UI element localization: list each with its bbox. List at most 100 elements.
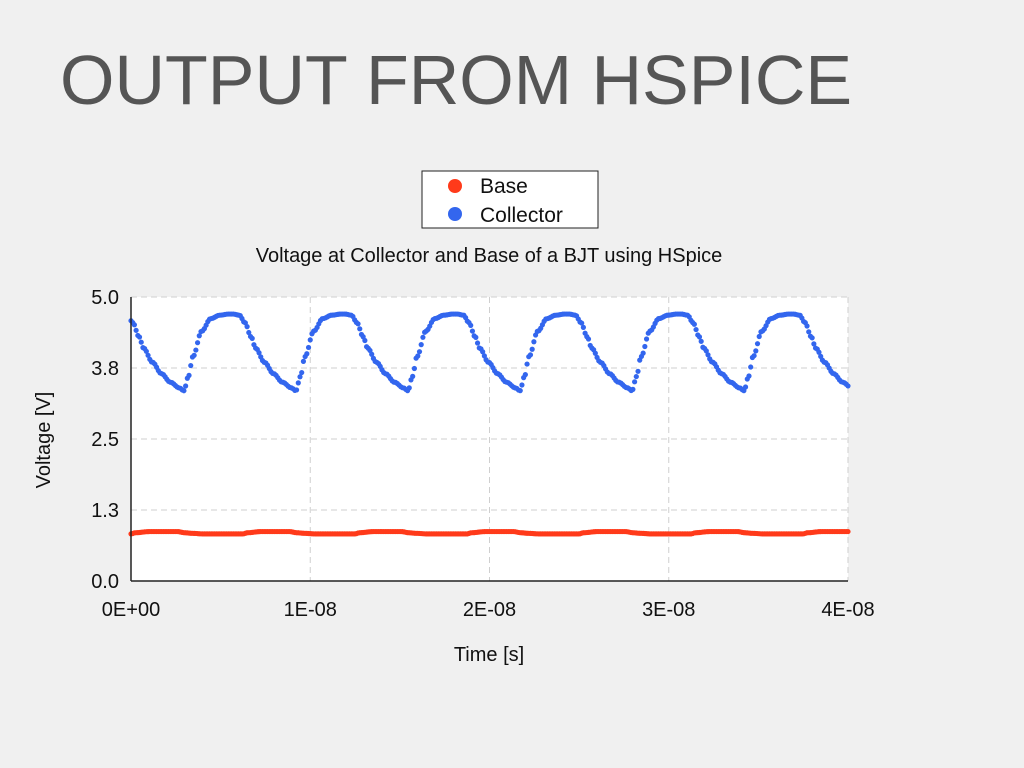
data-point (415, 353, 421, 359)
data-point (643, 336, 650, 342)
x-tick-label: 2E-08 (463, 599, 516, 621)
data-point (307, 337, 313, 343)
data-point (580, 324, 586, 330)
data-point (416, 349, 423, 355)
axes (130, 297, 848, 582)
data-point (183, 383, 189, 389)
data-point (355, 321, 361, 327)
data-point (585, 336, 592, 342)
series-collector (128, 311, 851, 394)
data-point (524, 361, 530, 367)
data-point (249, 335, 255, 341)
data-point (751, 353, 757, 359)
x-tick-label: 4E-08 (821, 599, 874, 621)
x-tick-label: 3E-08 (642, 599, 695, 621)
data-point (845, 528, 851, 535)
data-point (418, 342, 424, 348)
data-point (698, 338, 704, 344)
data-point (481, 353, 487, 359)
data-point (691, 321, 697, 327)
y-tick-label: 0.0 (91, 571, 119, 593)
data-point (131, 322, 138, 328)
x-tick-labels: 0E+00 1E-08 2E-08 3E-08 4E-08 (102, 599, 875, 621)
data-point (473, 334, 479, 340)
data-point (640, 350, 646, 356)
data-point (748, 364, 754, 370)
data-point (642, 343, 648, 350)
data-point (804, 323, 810, 329)
data-point (703, 348, 709, 354)
data-point (527, 352, 534, 358)
data-point (410, 373, 416, 379)
y-tick-labels: 0.0 1.3 2.5 3.8 5.0 (91, 287, 119, 593)
data-point (133, 327, 139, 333)
data-point (369, 351, 375, 357)
data-point (196, 333, 202, 339)
data-point (522, 372, 528, 378)
data-point (181, 388, 187, 394)
grid (131, 296, 849, 581)
data-point (246, 329, 252, 336)
data-point (138, 339, 144, 345)
data-point (256, 350, 262, 356)
data-point (529, 346, 535, 352)
y-tick-label: 5.0 (91, 287, 119, 309)
x-tick-label: 1E-08 (284, 599, 337, 621)
y-tick-label: 3.8 (91, 358, 119, 380)
data-point (193, 347, 199, 353)
data-point (420, 334, 426, 340)
data-point (305, 344, 312, 351)
data-point (811, 341, 817, 347)
data-point (411, 365, 417, 372)
data-point (693, 326, 699, 333)
legend-marker-base (448, 179, 462, 193)
data-point (531, 339, 537, 345)
data-point (186, 372, 192, 378)
legend-marker-collector (448, 207, 462, 221)
data-point (742, 384, 749, 390)
data-point (299, 369, 305, 376)
data-point (816, 349, 822, 355)
data-point (295, 380, 301, 386)
data-point (194, 340, 201, 346)
data-point (632, 379, 638, 385)
x-tick-label: 0E+00 (102, 599, 160, 621)
y-axis-label: Voltage [V] (33, 392, 55, 489)
data-layer (128, 311, 851, 537)
data-point (746, 373, 752, 379)
data-point (754, 341, 761, 347)
data-point (845, 383, 851, 389)
data-point (244, 324, 250, 330)
legend-label-collector: Collector (480, 204, 563, 227)
series-base (128, 528, 851, 537)
legend-label-base: Base (480, 175, 528, 198)
data-point (696, 334, 703, 340)
data-point (145, 352, 151, 358)
data-point (517, 388, 523, 394)
data-point (519, 382, 525, 388)
data-point (756, 333, 762, 340)
data-point (468, 322, 474, 328)
legend: Base Collector (421, 170, 599, 229)
data-point (406, 385, 412, 391)
x-axis-label: Time [s] (454, 644, 524, 666)
data-point (592, 350, 598, 356)
data-point (188, 362, 194, 369)
data-point (705, 352, 711, 358)
data-point (806, 329, 812, 335)
data-point (136, 334, 143, 340)
slide-title: OUTPUT FROM HSPICE (60, 41, 853, 119)
data-point (480, 349, 486, 355)
data-point (635, 368, 641, 374)
y-tick-label: 2.5 (91, 429, 119, 451)
data-point (469, 328, 476, 334)
data-point (293, 387, 300, 393)
data-point (300, 358, 307, 364)
y-tick-label: 1.3 (91, 500, 119, 522)
data-point (633, 373, 639, 380)
data-point (474, 340, 481, 346)
chart-title: Voltage at Collector and Base of a BJT u… (256, 245, 723, 267)
data-point (362, 337, 368, 344)
data-point (304, 351, 310, 357)
